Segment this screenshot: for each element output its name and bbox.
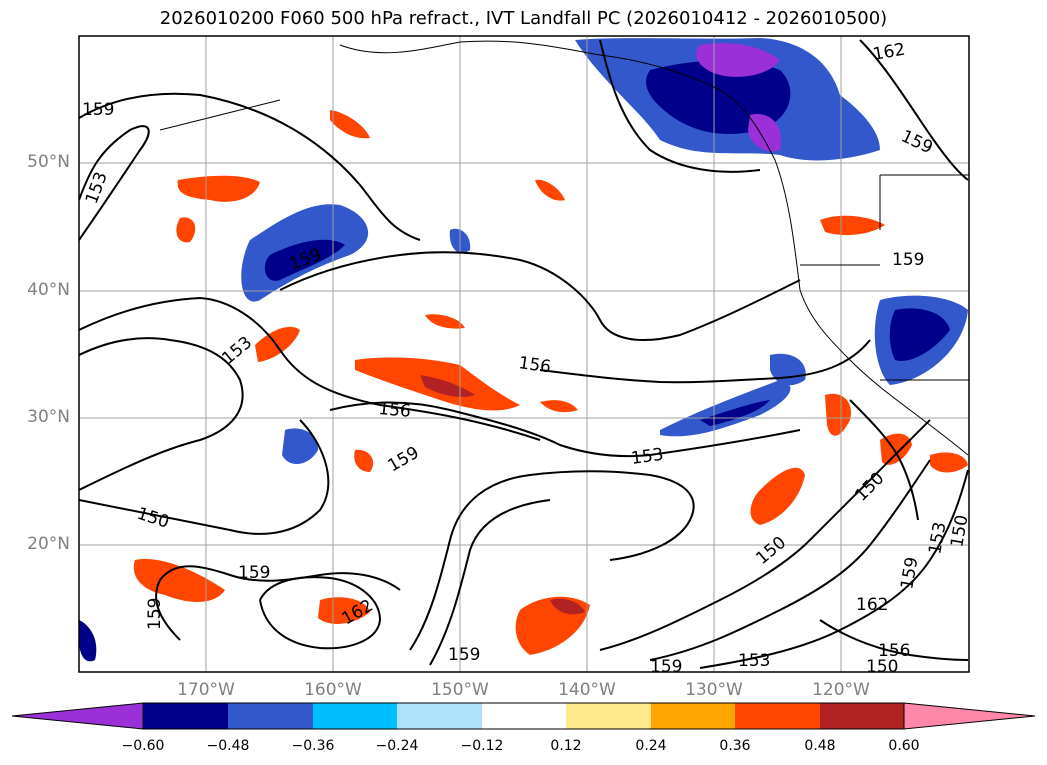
positive-anomaly-region	[425, 314, 465, 329]
contour-label: 153	[925, 520, 950, 555]
refractivity-contours	[79, 39, 969, 669]
positive-anomaly-core	[420, 375, 475, 398]
lat-label: 50°N	[27, 152, 70, 172]
lon-label: 130°W	[685, 680, 743, 700]
colorbar-bin	[566, 703, 651, 729]
colorbar-tick-label: −0.12	[460, 738, 504, 754]
positive-anomaly-region	[354, 449, 374, 472]
lon-label: 140°W	[558, 680, 616, 700]
negative-anomaly-peak	[748, 114, 781, 152]
contour-label: 159	[892, 250, 924, 270]
contour-label: 159	[145, 598, 165, 630]
negative-anomaly-region	[770, 353, 806, 386]
colorbar	[11, 702, 1036, 730]
contour-label: 159	[238, 563, 270, 583]
positive-anomaly-region	[930, 452, 968, 473]
colorbar-tick-label: −0.24	[375, 738, 419, 754]
negative-anomaly-region	[79, 620, 97, 662]
lon-label: 150°W	[431, 680, 489, 700]
negative-anomaly-region	[282, 428, 318, 465]
colorbar-bin	[143, 703, 228, 729]
lon-label: 160°W	[304, 680, 362, 700]
positive-anomaly-region	[255, 326, 300, 362]
lat-label: 20°N	[27, 534, 70, 554]
colorbar-frame	[142, 702, 905, 730]
positive-anomaly-region	[825, 393, 851, 436]
contour-label: 150	[752, 533, 790, 569]
map-plot-area: 159 153 159 153 156 156 159 153 150 159 …	[79, 36, 972, 677]
colorbar-tick-label: 0.12	[550, 738, 582, 754]
shaded-field	[79, 38, 968, 662]
contour-label: 159	[385, 443, 423, 477]
lat-label: 30°N	[27, 407, 70, 427]
contour-label: 153	[218, 333, 256, 369]
negative-anomaly-core	[264, 239, 345, 281]
contour-label: 150	[947, 513, 972, 548]
map-frame	[78, 35, 970, 673]
contour-label: 159	[448, 645, 480, 665]
positive-anomaly-region	[540, 400, 578, 413]
colorbar-tick-label: 0.48	[804, 738, 836, 754]
colorbar-bin	[228, 703, 313, 729]
colorbar-tick-label: −0.36	[291, 738, 335, 754]
positive-anomaly-core	[550, 598, 585, 615]
map-title: 2026010200 F060 500 hPa refract., IVT La…	[159, 8, 888, 29]
colorbar-bin	[482, 703, 566, 729]
contour-label: 153	[738, 651, 770, 671]
contour-label: 162	[871, 40, 906, 65]
contour-label: 153	[630, 445, 665, 469]
negative-anomaly-region	[660, 380, 791, 437]
contour-label: 156	[878, 641, 910, 661]
lon-label: 120°W	[812, 680, 870, 700]
contour-label: 156	[517, 353, 552, 377]
contour-label: 150	[134, 504, 171, 533]
colorbar-bin	[313, 703, 397, 729]
contour-label: 159	[898, 126, 936, 158]
contour-label: 156	[378, 399, 412, 422]
positive-anomaly-region	[820, 215, 885, 236]
lat-label: 40°N	[27, 280, 70, 300]
contour-label: 159	[650, 657, 682, 677]
negative-anomaly-peak	[696, 43, 780, 77]
colorbar-bin	[820, 703, 904, 729]
contour-label: 162	[856, 595, 888, 615]
colorbar-bin	[735, 703, 820, 729]
colorbar-bin	[397, 703, 482, 729]
colorbar-tick-label: −0.60	[121, 738, 165, 754]
positive-anomaly-region	[330, 110, 370, 139]
positive-anomaly-region	[318, 597, 370, 624]
contour-label: 159	[82, 100, 114, 120]
contour-label: 153	[82, 169, 112, 206]
colorbar-extend-low	[11, 702, 144, 730]
contour-label: 150	[866, 657, 898, 677]
colorbar-tick-label: 0.36	[719, 738, 751, 754]
positive-anomaly-region	[750, 467, 805, 525]
colorbar-tick-label: 0.24	[635, 738, 667, 754]
colorbar-tick-label: −0.48	[206, 738, 250, 754]
coastlines	[159, 40, 969, 456]
positive-anomaly-region	[133, 559, 225, 602]
colorbar-extend-high	[903, 702, 1036, 730]
map-grid	[79, 36, 969, 672]
contour-label: 150	[851, 468, 888, 505]
lon-label: 170°W	[177, 680, 235, 700]
positive-anomaly-region	[176, 217, 196, 243]
positive-anomaly-region	[535, 179, 565, 201]
colorbar-tick-label: 0.60	[888, 738, 920, 754]
negative-anomaly-core	[889, 308, 950, 361]
contour-label: 159	[897, 555, 922, 590]
colorbar-bin	[651, 703, 735, 729]
positive-anomaly-region	[177, 175, 260, 202]
negative-anomaly-core	[700, 400, 770, 426]
